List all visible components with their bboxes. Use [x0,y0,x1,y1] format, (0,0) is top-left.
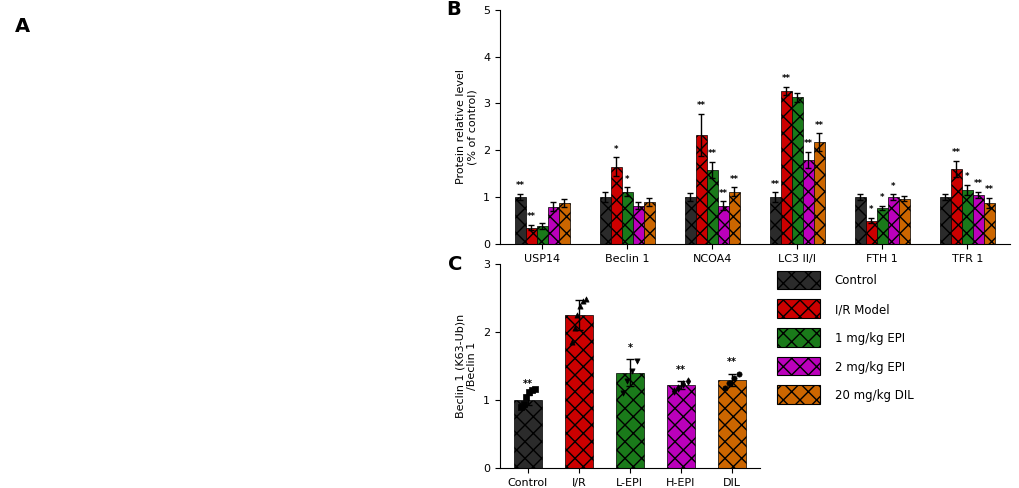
Text: 2 mg/kg EPI: 2 mg/kg EPI [834,361,904,373]
Point [513,403,529,411]
Bar [666,385,694,468]
FancyBboxPatch shape [776,271,819,289]
Point [577,295,593,303]
Text: A: A [15,17,30,36]
Text: **: ** [707,149,716,158]
Text: 20 mg/kg DIL: 20 mg/kg DIL [834,389,913,402]
Point [566,325,582,332]
Text: **: ** [814,121,823,130]
Text: **: ** [781,74,790,83]
Point [664,386,681,394]
Bar [791,98,802,244]
Bar [695,135,706,244]
FancyBboxPatch shape [776,299,819,318]
Bar [558,203,570,244]
Text: I/R Model: I/R Model [834,303,889,316]
Text: **: ** [984,185,993,194]
Bar [887,197,898,244]
Point [572,302,588,310]
FancyBboxPatch shape [776,328,819,346]
Point [726,374,742,382]
Point [730,370,746,378]
Text: **: ** [526,212,535,221]
Bar [643,202,654,244]
Text: *: * [879,193,883,202]
Bar [769,197,780,244]
Text: Control: Control [834,274,876,287]
Text: *: * [891,182,895,191]
Bar [599,197,610,244]
Y-axis label: Beclin 1 (K63-Ub)n
/Beclin 1: Beclin 1 (K63-Ub)n /Beclin 1 [455,314,477,418]
FancyBboxPatch shape [776,357,819,375]
Point [515,400,531,407]
Point [624,367,640,375]
Bar [780,91,791,244]
Y-axis label: Protein relative level
(% of control): Protein relative level (% of control) [455,69,477,184]
Bar [717,205,729,244]
Text: **: ** [973,179,982,188]
Bar [898,199,909,244]
Text: **: ** [516,181,524,190]
Text: *: * [868,205,872,214]
Bar [729,191,739,244]
Point [526,385,542,392]
Bar [514,400,541,468]
Bar [961,190,972,244]
Point [628,357,645,365]
Text: C: C [447,255,462,274]
Text: **: ** [951,148,960,157]
Point [613,389,630,397]
Bar [865,221,876,244]
Text: 1 mg/kg EPI: 1 mg/kg EPI [834,332,904,345]
Text: **: ** [523,379,532,389]
FancyBboxPatch shape [776,386,819,404]
Bar [610,167,622,244]
Point [521,388,537,396]
Bar [938,197,950,244]
Bar [972,195,983,244]
Point [675,380,691,387]
Text: B: B [446,0,461,20]
Bar [854,197,865,244]
Bar [950,169,961,244]
Bar [632,205,643,244]
Bar [684,197,695,244]
Point [569,311,585,319]
Point [518,393,534,401]
Bar [717,380,745,468]
Text: *: * [964,172,969,181]
Bar [813,142,824,244]
Bar [536,226,547,244]
Text: **: ** [696,102,705,110]
Bar [565,315,592,468]
Point [720,379,737,387]
Bar [802,160,813,244]
Bar [876,208,887,244]
Point [679,377,695,385]
Text: **: ** [718,189,728,198]
Bar [983,203,994,244]
Bar [622,191,632,244]
Point [524,386,540,394]
Bar [525,227,536,244]
Text: *: * [625,175,629,183]
Text: **: ** [727,357,736,367]
Text: **: ** [770,180,779,189]
Bar [515,197,525,244]
Text: **: ** [803,139,812,148]
Point [562,338,579,346]
Text: *: * [627,343,632,353]
Point [669,384,686,392]
Point [619,377,635,385]
Point [575,297,591,305]
Bar [615,373,643,468]
Text: *: * [613,144,618,154]
Bar [706,170,717,244]
Text: **: ** [676,365,685,375]
Bar [547,206,558,244]
Point [715,384,732,392]
Text: **: ** [730,175,738,183]
